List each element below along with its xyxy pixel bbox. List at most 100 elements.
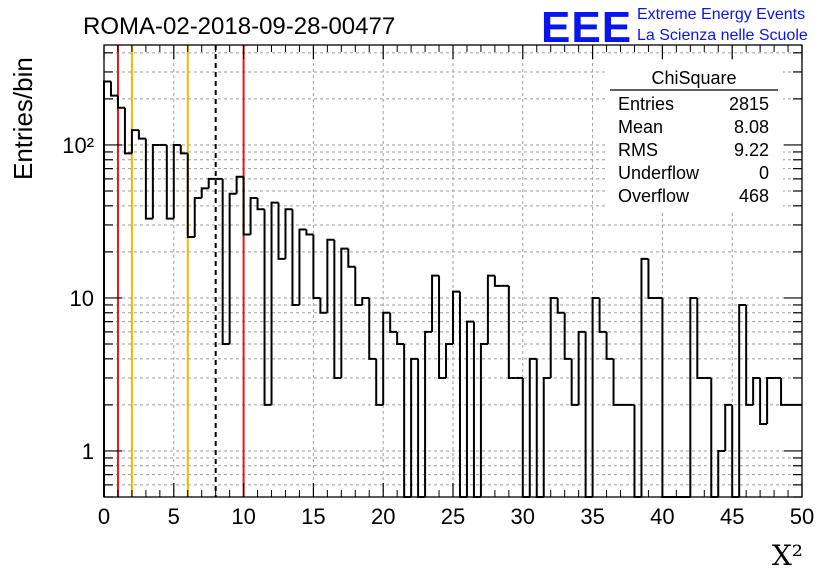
histogram-bin <box>479 343 488 497</box>
histogram-bin <box>228 192 237 344</box>
histogram-bin <box>507 285 516 379</box>
histogram-bin <box>284 208 293 259</box>
histogram-bin <box>263 209 272 406</box>
histogram-bin <box>445 343 453 378</box>
histogram-bin <box>103 80 111 497</box>
histogram-bin <box>116 95 125 109</box>
histogram-bin <box>577 330 586 405</box>
histogram-bin <box>130 129 139 154</box>
stats-box-title: ChiSquare <box>651 68 736 88</box>
histogram-bin <box>207 177 216 189</box>
histogram-bin <box>549 296 558 378</box>
histogram-bin <box>305 229 314 236</box>
histogram-bin <box>710 377 719 498</box>
histogram-bin <box>221 178 230 345</box>
histogram-bin <box>151 143 160 219</box>
histogram-bin <box>598 297 607 333</box>
stats-row-value: 8.08 <box>734 117 769 137</box>
x-tick-label: 10 <box>231 504 255 529</box>
histogram-bin <box>123 107 132 155</box>
histogram-bin <box>200 187 209 198</box>
x-tick-label: 15 <box>301 504 325 529</box>
histogram-bin <box>193 197 202 238</box>
histogram-bin <box>438 275 447 379</box>
histogram-bin <box>745 304 754 406</box>
histogram-bin <box>521 377 530 498</box>
histogram-bin <box>724 403 733 451</box>
reference-lines <box>116 45 245 497</box>
histogram-bin <box>696 297 705 379</box>
histogram-bin <box>570 358 579 406</box>
histogram-bin <box>661 297 670 498</box>
y-tick-label: 10 <box>70 286 94 311</box>
stats-row-value: 2815 <box>729 94 769 114</box>
histogram-bin <box>235 175 244 194</box>
histogram-bin <box>137 130 146 140</box>
histogram-bin <box>417 358 426 498</box>
stats-row-value: 9.22 <box>734 140 769 160</box>
stats-row-label: Entries <box>618 94 674 114</box>
histogram-bin <box>556 297 565 314</box>
histogram-bin <box>647 258 656 299</box>
x-tick-label: 35 <box>580 504 604 529</box>
x-tick-label: 0 <box>98 504 110 529</box>
histogram-bin <box>375 358 384 406</box>
histogram-bin <box>319 297 328 314</box>
histogram-bin <box>333 239 342 379</box>
stats-row-label: Mean <box>618 117 663 137</box>
y-tick-label: 1 <box>82 439 94 464</box>
histogram-bin <box>242 176 251 236</box>
histogram-bin <box>584 331 593 498</box>
histogram-bin <box>410 357 419 497</box>
histogram-bin <box>766 376 775 424</box>
histogram-bin <box>109 81 118 97</box>
histogram-bin <box>277 202 286 260</box>
histogram-bin <box>256 198 265 211</box>
histogram-bin <box>528 357 537 497</box>
histogram-bin <box>382 311 391 405</box>
stats-row-label: RMS <box>618 140 658 160</box>
tick-labels: 0 5 10 15 20 25 30 35 40 45 50 1 10 10² <box>62 133 814 529</box>
histogram-bin <box>249 197 258 235</box>
histogram-bin <box>493 275 502 287</box>
stats-row-label: Overflow <box>618 186 690 206</box>
x-tick-label: 5 <box>168 504 180 529</box>
histogram-bin <box>780 377 789 406</box>
histogram-bin <box>640 257 649 497</box>
x-tick-label: 25 <box>441 504 465 529</box>
x-tick-label: 40 <box>650 504 674 529</box>
histogram-bin <box>431 274 440 332</box>
histogram-bin <box>186 153 195 239</box>
histogram-bin <box>465 320 474 497</box>
x-tick-label: 50 <box>790 504 814 529</box>
stats-row-label: Underflow <box>618 163 700 183</box>
histogram-bin <box>354 266 363 306</box>
stats-rows: Entries 2815 Mean 8.08 RMS 9.22 Underflow 0 Over… <box>618 94 769 206</box>
histogram-bin <box>738 303 747 497</box>
chart-title: ROMA-02-2018-09-28-00477 <box>83 13 395 40</box>
axis-ticks <box>103 45 803 498</box>
histogram-bin <box>172 143 181 219</box>
histogram-bin <box>291 209 300 306</box>
stats-box: ChiSquare Entries 2815 Mean 8.08 RMS 9.22 Unde… <box>607 62 783 212</box>
histogram-bin <box>396 331 405 345</box>
histogram-bin <box>689 296 698 497</box>
histogram-bin <box>605 331 614 360</box>
x-axis-label: X² <box>772 539 803 572</box>
histogram-bin <box>472 321 481 498</box>
histogram-bin <box>424 330 433 497</box>
eee-logo: EEE <box>541 3 632 52</box>
histogram-bin <box>486 274 495 344</box>
histogram-bin <box>389 312 398 333</box>
histogram-bin <box>612 358 621 406</box>
histogram-bin <box>347 248 356 268</box>
histogram-bin <box>368 297 377 360</box>
histogram-bin <box>298 228 307 305</box>
histogram-bin <box>144 138 153 220</box>
stats-row-value: 468 <box>739 186 769 206</box>
histogram-bin <box>563 312 572 360</box>
histogram-bin <box>340 247 349 378</box>
org-name-line2: La Scienza nelle Scuole <box>637 27 808 44</box>
histogram-bin <box>179 144 188 155</box>
